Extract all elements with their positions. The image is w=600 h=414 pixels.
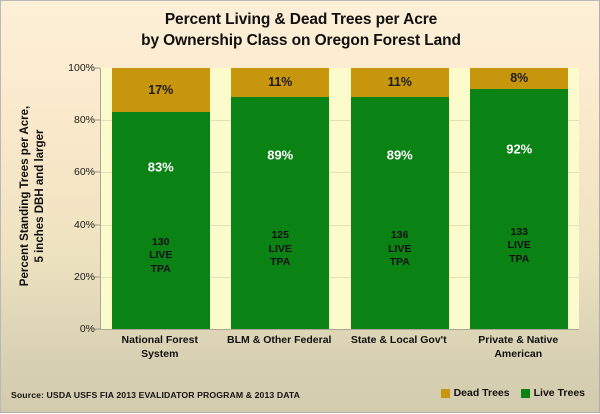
bar-segment-dead-trees[interactable]: 11% [350,68,449,97]
legend-swatch-dead-trees-icon [440,388,450,398]
x-label-line-1: BLM & Other Federal [227,334,332,346]
y-tick-label-20: 20% [73,271,95,283]
live-tpa-unit-line-2: TPA [389,256,410,269]
x-label-blm-other-federal: BLM & Other Federal [220,333,340,361]
bar-label-live-pct: 92% [506,141,533,157]
legend-label-dead-trees: Dead Trees [453,387,510,399]
x-label-line-2: System [141,348,179,360]
bar-label-live-pct: 83% [147,159,174,175]
legend-label-live-trees: Live Trees [533,387,585,399]
y-axis-ticks: 100% 80% 60% 40% 20% 0% [51,1,100,414]
live-tpa-unit-line-1: LIVE [149,249,173,262]
live-tpa-value: 125 [271,229,289,242]
bar-slot-national-forest-system: 17% 83% 130 LIVE TPA [101,68,221,329]
bar-label-dead-pct: 11% [268,75,293,90]
bar-segment-live-trees[interactable]: 83% 130 LIVE TPA [111,112,210,329]
y-tick-mark-80 [95,119,100,121]
stacked-bar[interactable]: 17% 83% 130 LIVE TPA [111,68,210,329]
live-tpa-unit-line-1: LIVE [268,242,292,255]
bar-annotation-live-tpa: 130 LIVE TPA [112,236,210,277]
bar-annotation-live-tpa: 133 LIVE TPA [470,226,568,267]
chart-title-line-2: by Ownership Class on Oregon Forest Land [141,32,461,49]
live-tpa-value: 133 [510,225,528,238]
bar-annotation-live-tpa: 125 LIVE TPA [231,229,329,270]
y-tick-label-100: 100% [68,62,95,74]
legend-swatch-live-trees-icon [520,388,530,398]
y-axis-title: Percent Standing Trees per Acre, 5 inche… [13,61,53,331]
x-axis-line [100,329,579,330]
stacked-bar[interactable]: 11% 89% 136 LIVE TPA [350,68,449,329]
live-tpa-value: 136 [390,229,409,242]
legend-entry-dead-trees[interactable]: Dead Trees [440,387,510,399]
y-tick-label-0: 0% [79,323,95,335]
live-tpa-unit-line-2: TPA [509,252,530,265]
chart-title-line-1: Percent Living & Dead Trees per Acre [164,11,438,28]
bar-segment-live-trees[interactable]: 89% 136 LIVE TPA [350,96,449,329]
chart-legend: Dead Trees Live Trees [440,387,585,399]
bar-annotation-live-tpa: 136 LIVE TPA [351,229,449,270]
bar-label-live-pct: 89% [386,147,413,163]
bar-segment-live-trees[interactable]: 89% 125 LIVE TPA [231,96,330,329]
y-tick-label-40: 40% [73,219,95,231]
y-tick-mark-40 [95,224,100,226]
bar-slot-private-native-american: 8% 92% 133 LIVE TPA [460,68,580,329]
x-axis-category-labels: National Forest System BLM & Other Feder… [100,333,578,361]
bar-segment-live-trees[interactable]: 92% 133 LIVE TPA [470,88,569,329]
chart-title: Percent Living & Dead Trees per Acre by … [1,9,600,51]
y-tick-mark-60 [95,171,100,173]
y-tick-label-60: 60% [73,166,95,178]
bar-label-dead-pct: 17% [148,83,174,98]
x-label-national-forest-system: National Forest System [100,333,220,361]
live-tpa-unit-line-2: TPA [270,256,291,269]
bar-segment-dead-trees[interactable]: 11% [231,68,330,97]
bar-segment-dead-trees[interactable]: 17% [111,68,210,113]
x-label-state-local-govt: State & Local Gov't [339,333,459,361]
stacked-bar[interactable]: 8% 92% 133 LIVE TPA [470,68,569,329]
bar-label-dead-pct: 11% [387,75,412,90]
live-tpa-unit-line-1: LIVE [507,239,531,252]
x-label-private-native-american: Private & Native American [459,333,579,361]
x-label-line-1: National Forest [121,334,198,346]
y-tick-mark-100 [95,67,100,69]
y-axis-title-line-2: 5 inches DBH and larger [34,129,46,263]
x-label-line-1: State & Local Gov't [350,334,447,346]
y-tick-mark-0 [95,328,100,330]
y-axis-title-line-1: Percent Standing Trees per Acre, [19,105,31,287]
bar-label-dead-pct: 8% [510,71,529,86]
x-label-line-2: American [494,348,543,360]
y-tick-mark-20 [95,276,100,278]
bar-segment-dead-trees[interactable]: 8% [470,68,569,89]
bar-slot-state-local-govt: 11% 89% 136 LIVE TPA [340,68,460,329]
stacked-bar[interactable]: 11% 89% 125 LIVE TPA [231,68,330,329]
plot-area: 17% 83% 130 LIVE TPA 11% [100,68,579,329]
source-note: Source: USDA USFS FIA 2013 EVALIDATOR PR… [11,390,301,400]
live-tpa-value: 130 [151,235,170,248]
live-tpa-unit-line-1: LIVE [388,242,412,255]
live-tpa-unit-line-2: TPA [150,262,171,275]
bar-series-group: 17% 83% 130 LIVE TPA 11% [101,68,579,329]
bar-label-live-pct: 89% [267,147,294,163]
bar-slot-blm-other-federal: 11% 89% 125 LIVE TPA [221,68,341,329]
y-tick-label-80: 80% [73,114,95,126]
legend-entry-live-trees[interactable]: Live Trees [520,387,585,399]
x-label-line-1: Private & Native [478,334,559,346]
